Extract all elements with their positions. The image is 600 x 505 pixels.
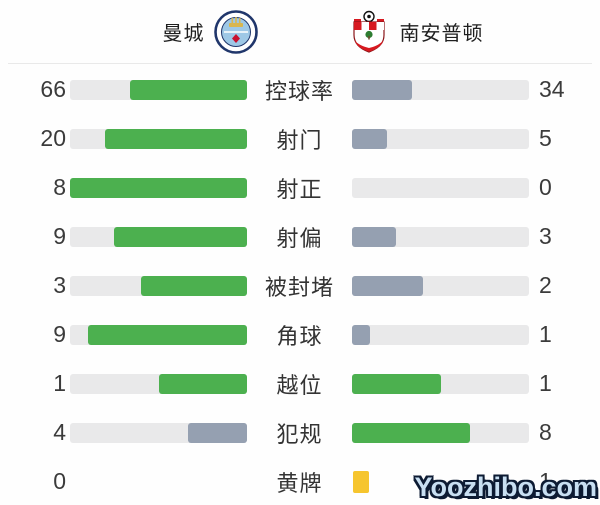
away-value: 2	[539, 272, 552, 298]
southampton-badge-icon	[347, 10, 391, 54]
home-bar-fill	[140, 275, 247, 296]
header-divider	[8, 63, 592, 64]
header: 曼城	[0, 0, 600, 63]
home-bar-fill	[70, 177, 247, 198]
home-value: 3	[53, 272, 66, 298]
home-bar	[70, 422, 247, 443]
home-bar-fill	[130, 79, 247, 100]
home-bar-fill	[188, 422, 247, 443]
away-value: 3	[539, 223, 552, 249]
home-bar-fill	[158, 373, 247, 394]
home-value: 9	[53, 321, 66, 347]
stat-label: 黄牌	[276, 470, 323, 496]
away-value: 0	[539, 174, 552, 200]
home-value: 0	[53, 468, 66, 494]
away-bar-fill	[352, 79, 413, 100]
away-bar	[352, 324, 529, 345]
stats-list: 66 控球率 34 20 射门 5 8 射正 0 9 射偏 3 3 被封堵 2 9 角球 1 1 越位 1 4 犯规 8 0 黄牌…	[0, 65, 600, 505]
away-bar	[352, 226, 529, 247]
stat-label: 被封堵	[264, 274, 334, 300]
away-value: 1	[539, 468, 552, 494]
manchester-city-badge-icon	[213, 9, 258, 54]
away-bar-fill	[352, 324, 370, 345]
home-value: 66	[40, 76, 66, 102]
away-bar	[352, 275, 529, 296]
home-team-name: 曼城	[162, 23, 205, 45]
team-home: 曼城	[118, 0, 302, 63]
home-bar	[70, 324, 247, 345]
home-bar	[70, 275, 247, 296]
home-bar	[70, 472, 247, 492]
stat-row: 9 射偏 3	[0, 212, 600, 261]
away-value: 8	[539, 419, 552, 445]
watermark: Yoozhibo.com	[414, 472, 598, 502]
away-bar	[352, 177, 529, 198]
stat-label: 越位	[276, 372, 323, 398]
away-bar	[352, 470, 529, 493]
stat-label: 射偏	[276, 225, 323, 251]
home-value: 9	[53, 223, 66, 249]
away-value: 5	[539, 125, 552, 151]
home-bar-fill	[105, 128, 247, 149]
stat-row: 0 黄牌 1	[0, 457, 600, 505]
home-bar	[70, 226, 247, 247]
away-bar	[352, 128, 529, 149]
away-team-name: 南安普顿	[399, 23, 484, 45]
away-bar-fill	[352, 275, 423, 296]
away-bar-fill	[352, 373, 441, 394]
stat-row: 1 越位 1	[0, 359, 600, 408]
home-value: 8	[53, 174, 66, 200]
stat-label: 射正	[276, 176, 323, 202]
stat-row: 20 射门 5	[0, 114, 600, 163]
away-value: 34	[539, 76, 565, 102]
stat-label: 控球率	[264, 78, 334, 104]
team-away: 南安普顿	[328, 0, 502, 63]
home-bar	[70, 128, 247, 149]
stat-row: 8 射正 0	[0, 163, 600, 212]
home-bar-fill	[87, 324, 247, 345]
stat-row: 3 被封堵 2	[0, 261, 600, 310]
home-value: 1	[53, 370, 66, 396]
home-bar-fill	[114, 226, 247, 247]
stat-label: 犯规	[276, 421, 323, 447]
away-bar	[352, 373, 529, 394]
away-bar-fill	[352, 422, 471, 443]
stat-label: 射门	[276, 127, 323, 153]
home-value: 20	[40, 125, 66, 151]
away-bar-fill	[352, 226, 397, 247]
home-value: 4	[53, 419, 66, 445]
yellow-card-icon	[353, 470, 369, 493]
home-bar	[70, 373, 247, 394]
stat-row: 66 控球率 34	[0, 65, 600, 114]
stat-row: 4 犯规 8	[0, 408, 600, 457]
home-bar	[70, 177, 247, 198]
away-value: 1	[539, 321, 552, 347]
away-value: 1	[539, 370, 552, 396]
away-bar	[352, 422, 529, 443]
away-bar	[352, 79, 529, 100]
home-bar	[70, 79, 247, 100]
stat-label: 角球	[276, 323, 323, 349]
away-bar-fill	[352, 128, 388, 149]
stat-row: 9 角球 1	[0, 310, 600, 359]
